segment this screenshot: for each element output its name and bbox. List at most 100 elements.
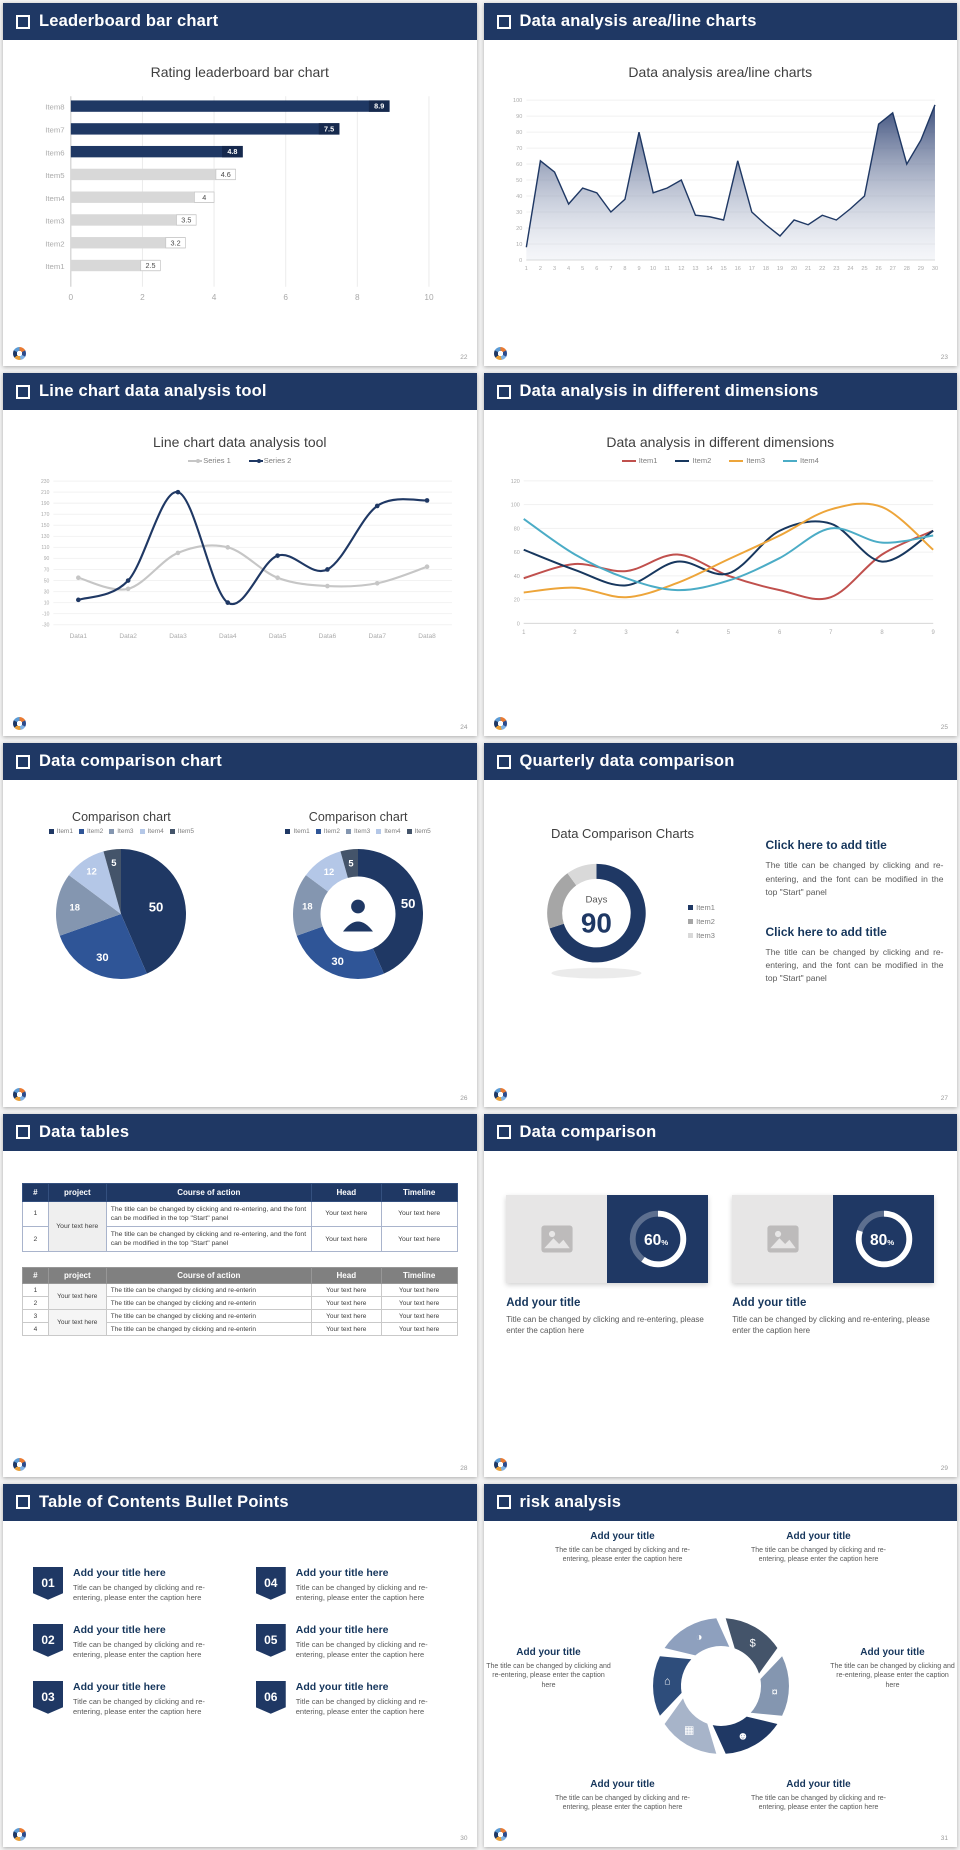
square-bullet-icon [16, 1125, 30, 1140]
slide-header: Data comparison chart [3, 743, 477, 781]
svg-text:5: 5 [727, 630, 731, 636]
svg-text:5: 5 [581, 266, 584, 272]
svg-text:3.5: 3.5 [182, 216, 192, 225]
svg-text:9: 9 [931, 630, 935, 636]
slide-header: Line chart data analysis tool [3, 373, 477, 411]
toc-title: Add your title here [295, 1623, 389, 1636]
legend-item: Item4 [783, 456, 819, 465]
table-row: 1 Your text here The title can be change… [21, 1283, 458, 1311]
svg-text:6: 6 [778, 630, 782, 636]
slide-line-chart-tool[interactable]: Line chart data analysis tool Line chart… [3, 373, 477, 737]
wheel-segment [652, 1655, 691, 1716]
svg-text:Item3: Item3 [45, 217, 64, 226]
col-header: project [47, 1182, 107, 1202]
toc-item: 01 Add your title here Title can be chang… [33, 1566, 228, 1604]
svg-text:210: 210 [41, 490, 50, 496]
cell-num: 4 [21, 1322, 49, 1337]
risk-caption: The title can be changed by clicking and… [554, 1546, 691, 1564]
cell-head: Your text here [310, 1322, 382, 1337]
svg-text:18: 18 [70, 903, 80, 913]
svg-text:8.9: 8.9 [374, 102, 384, 111]
slide-risk-analysis[interactable]: risk analysis $ ¤ ☻ ▦ ⌂ ◑ Add your title The t… [483, 1483, 957, 1847]
svg-text:80%: 80% [870, 1231, 894, 1248]
col-header: Timeline [380, 1182, 458, 1202]
comparison-card: 60% Add your title Title can be changed … [506, 1194, 709, 1337]
cell-head: Your text here [310, 1296, 382, 1311]
svg-text:29: 29 [917, 266, 923, 272]
svg-text:6: 6 [595, 266, 598, 272]
slide-area-line-charts[interactable]: Data analysis area/line charts Data anal… [483, 3, 958, 367]
risk-label: Add your title The title can be changed b… [542, 1531, 704, 1565]
risk-label: Add your title The title can be changed b… [738, 1531, 900, 1565]
svg-text:30: 30 [932, 266, 938, 272]
brand-logo-icon [13, 1828, 26, 1841]
svg-text:Data7: Data7 [369, 633, 387, 640]
block-title: Click here to add title [765, 924, 887, 939]
svg-text:100: 100 [510, 503, 519, 509]
legend-label: Item3 [696, 930, 715, 940]
svg-text:25: 25 [861, 266, 867, 272]
svg-text:4: 4 [675, 630, 679, 636]
svg-text:20: 20 [791, 266, 797, 272]
svg-text:13: 13 [692, 266, 698, 272]
slide-leaderboard-bar-chart[interactable]: Leaderboard bar chart Rating leaderboard… [3, 3, 477, 367]
slide-dimensions[interactable]: Data analysis in different dimensions Da… [483, 373, 957, 737]
cell-num: 1 [21, 1283, 49, 1298]
slide-header-title: Leaderboard bar chart [39, 12, 219, 30]
toc-title: Add your title here [73, 1566, 166, 1579]
svg-text:0: 0 [69, 293, 74, 302]
svg-text:50: 50 [516, 178, 522, 184]
svg-text:16: 16 [734, 266, 740, 272]
slide-body: Comparison chart Item1 Item2 Item3 Item4… [3, 780, 477, 1106]
legend-label: Item3 [746, 456, 766, 466]
gauge-panel: 80% [833, 1194, 935, 1283]
slide-header: Data tables [3, 1113, 477, 1151]
svg-text:40: 40 [516, 194, 522, 200]
square-bullet-icon [496, 1125, 511, 1140]
leaderboard-bar-chart: 0 2 4 6 8 10 Item8 8.9 Item7 7.5 Item6 4.8 Item5 4.6 I… [45, 96, 434, 302]
slide-toc-bullets[interactable]: Table of Contents Bullet Points 01 Add y… [3, 1483, 477, 1847]
svg-text:12: 12 [678, 266, 684, 272]
slide-header: Table of Contents Bullet Points [3, 1483, 477, 1521]
legend-label: Item2 [86, 828, 104, 836]
svg-text:230: 230 [41, 479, 50, 485]
slide-data-comparison-cards[interactable]: Data comparison 60% [483, 1113, 957, 1477]
cell-action: The title can be changed by clicking and… [105, 1283, 312, 1298]
svg-text:15: 15 [720, 266, 726, 272]
svg-text:190: 190 [41, 501, 50, 507]
risk-caption: The title can be changed by clicking and… [830, 1662, 955, 1690]
svg-text:18: 18 [302, 902, 312, 912]
svg-text:Data4: Data4 [219, 633, 237, 640]
svg-text:2: 2 [140, 293, 145, 302]
legend-line-swatch [675, 459, 690, 462]
brand-logo-icon [493, 1087, 507, 1101]
toc-item: 06 Add your title here Title can be chang… [255, 1680, 451, 1718]
cell-timeline: Your text here [380, 1322, 458, 1337]
slide-body: Data analysis area/line charts 0 10 20 30 40… [484, 40, 958, 366]
svg-text:60: 60 [516, 162, 522, 168]
slide-header: Quarterly data comparison [483, 743, 957, 781]
svg-text:2.5: 2.5 [146, 261, 156, 270]
slide-header: Leaderboard bar chart [3, 3, 477, 40]
text-block: Click here to add title The title can be… [766, 925, 944, 986]
legend-label: Item1 [638, 456, 658, 466]
slide-data-comparison-chart[interactable]: Data comparison chart Comparison chart I… [3, 743, 477, 1107]
cell-head: Your text here [310, 1200, 382, 1227]
legend-label: Item5 [177, 828, 195, 836]
svg-text:Item2: Item2 [45, 239, 64, 248]
svg-text:9: 9 [637, 266, 640, 272]
slide-data-tables[interactable]: Data tables # project Course of action H… [3, 1113, 477, 1477]
block-body: The title can be changed by clicking and… [765, 860, 944, 897]
legend-swatch [688, 932, 694, 938]
svg-text:Days: Days [586, 895, 608, 906]
svg-text:19: 19 [777, 266, 783, 272]
slide-quarterly-comparison[interactable]: Quarterly data comparison Data Compariso… [483, 743, 957, 1107]
table-header-row: # project Course of action Head Timeline [21, 1182, 458, 1202]
slide-header-title: Line chart data analysis tool [39, 382, 267, 401]
legend-line-swatch [188, 459, 203, 462]
text-block: Click here to add title The title can be… [766, 838, 944, 899]
legend-line-swatch [729, 459, 744, 462]
legend-line-swatch [783, 459, 798, 462]
svg-text:40: 40 [513, 574, 519, 580]
